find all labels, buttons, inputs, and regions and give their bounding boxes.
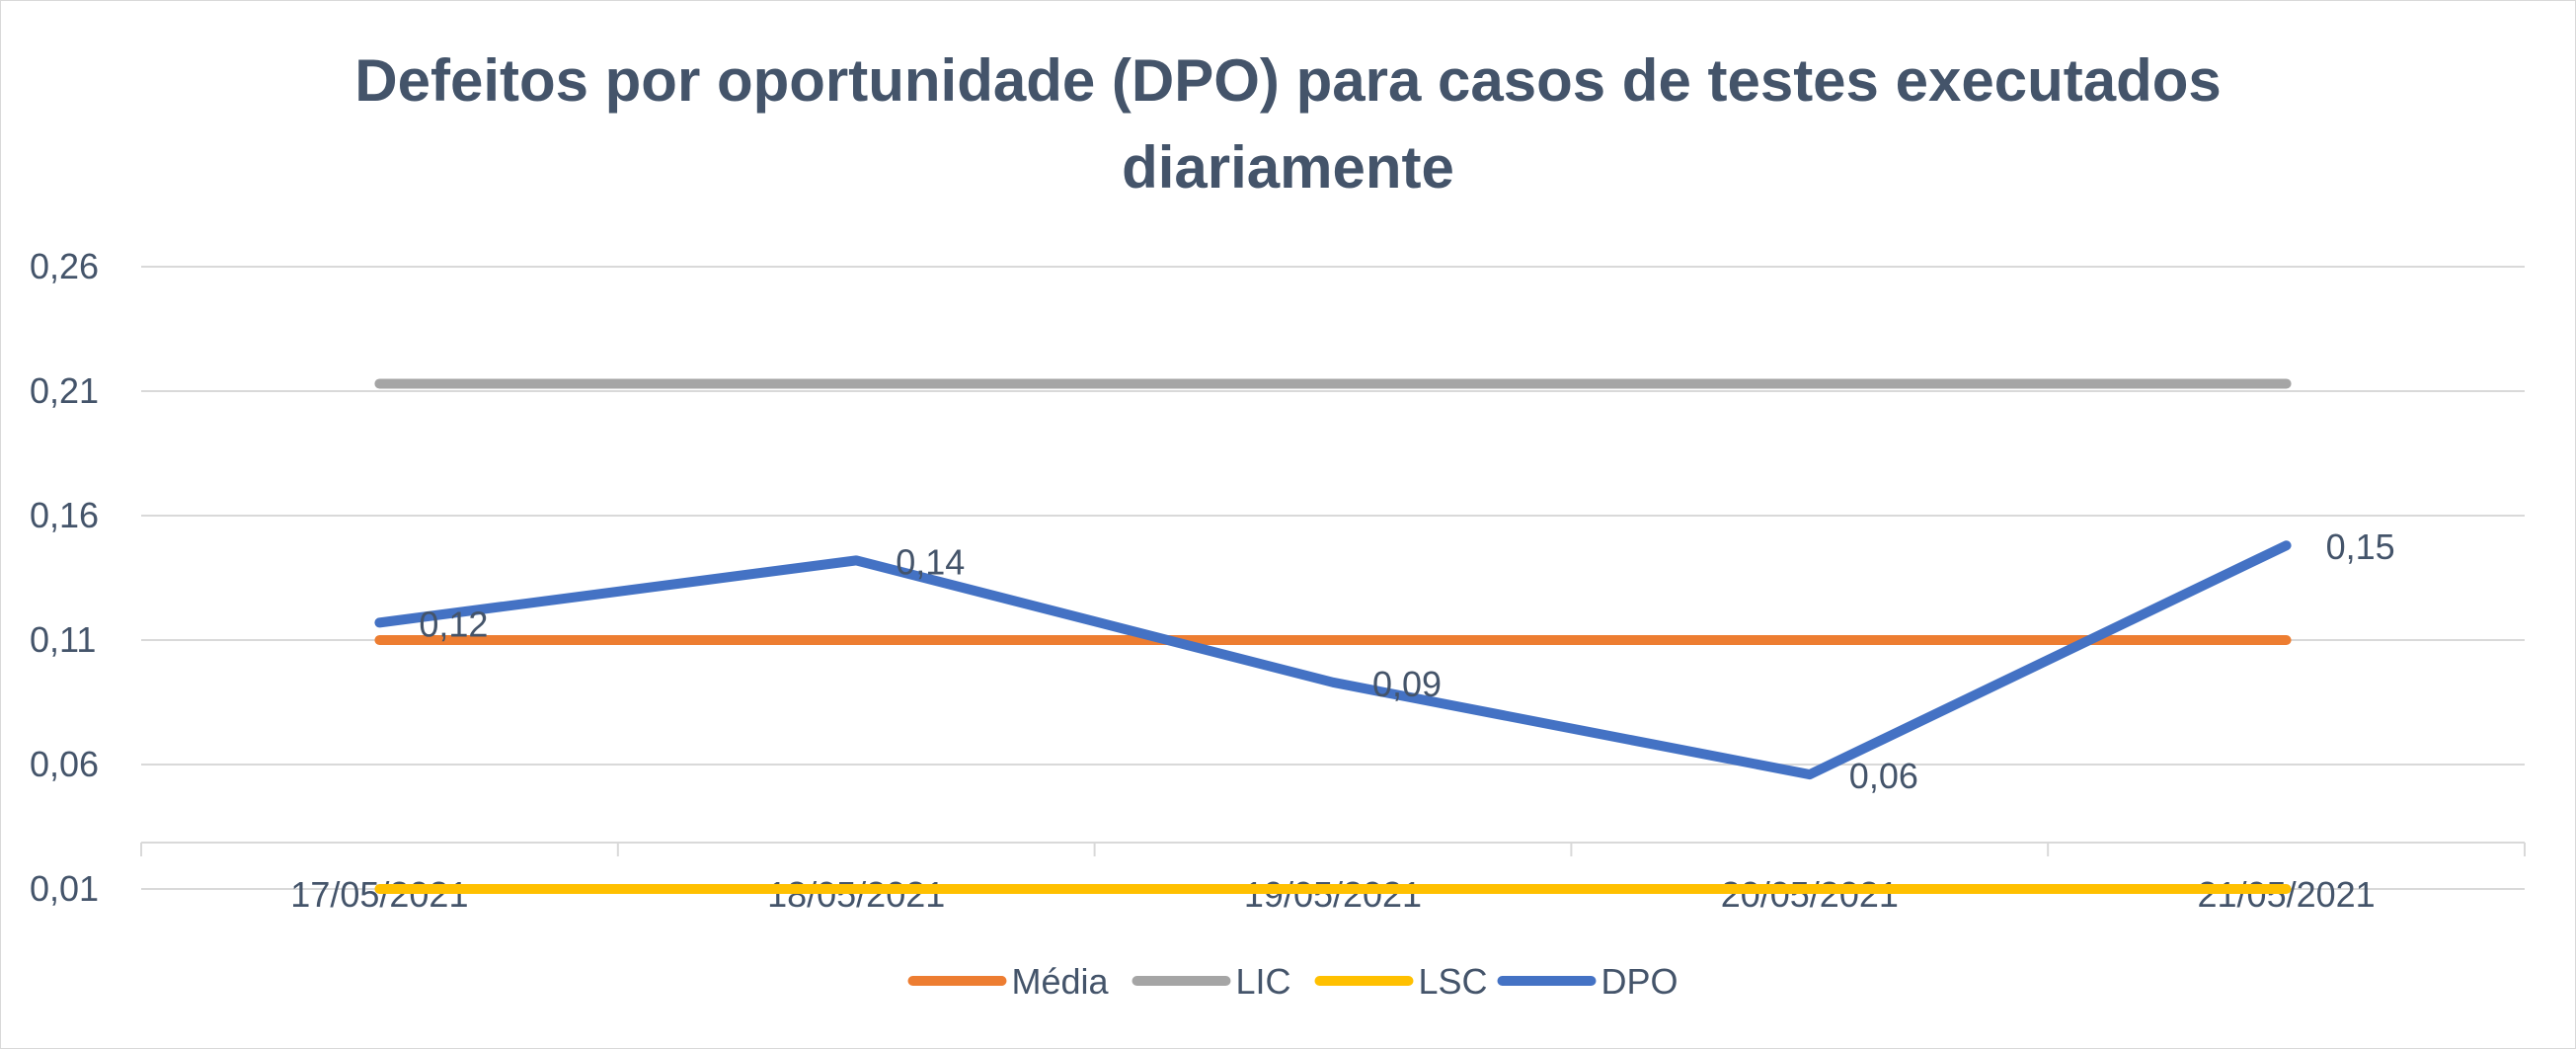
series-line-dpo [374,540,2292,780]
x-tick-label: 18/05/2021 [767,874,945,915]
y-tick-label: 0,11 [30,619,96,660]
chart-title: Defeitos por oportunidade (DPO) para cas… [0,38,2576,211]
x-tick-label: 17/05/2021 [290,874,468,915]
data-label: 0,14 [896,541,965,582]
data-label: 0,06 [1849,756,1918,796]
y-tick-label: 0,16 [30,495,99,535]
data-label: 0,09 [1372,664,1442,704]
legend-label: DPO [1601,961,1678,1002]
data-label: 0,12 [419,604,488,644]
x-tick-label: 19/05/2021 [1244,874,1422,915]
chart-title-line-2: diariamente [1122,134,1454,201]
y-tick-label: 0,26 [30,246,99,286]
x-tick-label: 20/05/2021 [1721,874,1899,915]
legend-label: Média [1012,961,1110,1002]
y-tick-label: 0,01 [30,868,99,909]
data-label: 0,15 [2326,526,2395,567]
y-tick-label: 0,06 [30,744,99,784]
x-tick-label: 21/05/2021 [2198,874,2376,915]
legend-label: LIC [1236,961,1291,1002]
chart-title-line-1: Defeitos por oportunidade (DPO) para cas… [354,47,2222,114]
legend-label: LSC [1419,961,1488,1002]
y-tick-label: 0,21 [30,370,99,411]
